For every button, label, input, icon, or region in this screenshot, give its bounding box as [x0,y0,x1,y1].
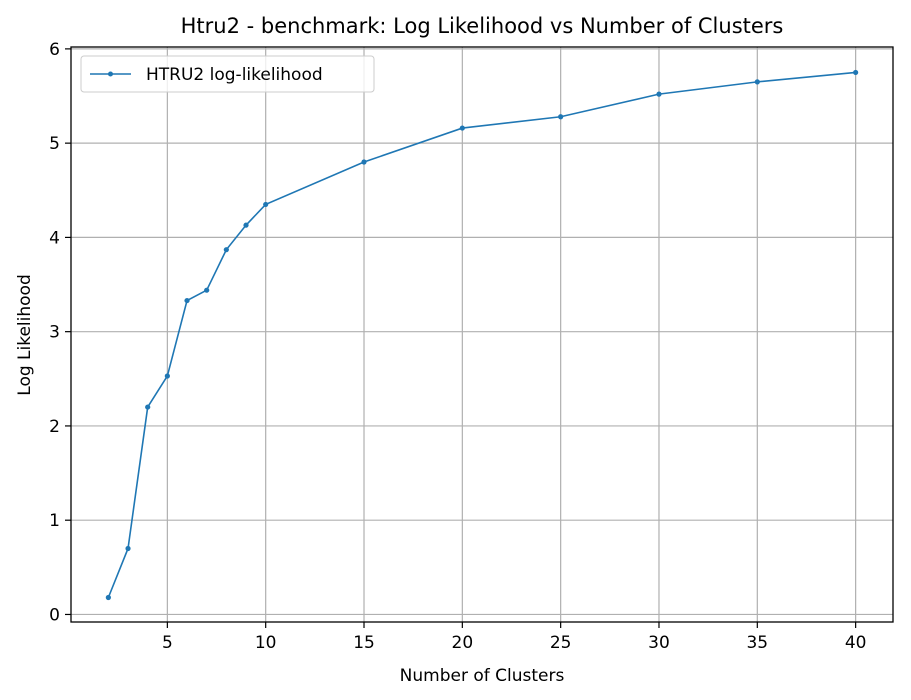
data-point [656,91,662,97]
data-point [164,373,170,379]
series-layer [105,69,859,601]
chart-title: Htru2 - benchmark: Log Likelihood vs Num… [181,14,784,38]
legend-marker-swatch [108,71,113,77]
x-axis-label: Number of Clusters [400,666,565,686]
grid-lines [71,47,893,622]
legend-box [80,55,375,93]
data-point [754,79,760,85]
x-tick-label: 40 [845,633,867,653]
y-tick-label: 5 [49,134,60,154]
x-tick-label: 5 [162,633,173,653]
data-point [184,297,190,304]
x-axis: 5 10 15 20 25 30 35 40 [162,622,867,653]
data-point [361,159,367,165]
y-tick-label: 2 [49,417,60,437]
x-tick-label: 15 [353,633,375,653]
y-tick-label: 3 [49,323,60,343]
legend-entry-label: HTRU2 log-likelihood [146,65,323,85]
data-point [204,287,210,293]
y-tick-label: 1 [49,511,60,531]
y-tick-label: 6 [49,40,60,60]
x-tick-label: 20 [452,633,474,653]
plot-frame [70,46,894,623]
data-point [105,594,111,601]
y-tick-label: 4 [49,228,60,248]
data-point [853,69,859,76]
x-tick-label: 10 [255,633,277,653]
data-point [459,125,465,131]
data-point [223,247,229,253]
data-point [558,114,564,120]
x-tick-label: 30 [648,633,670,653]
data-point [125,545,131,552]
y-axis-label: Log Likelihood [15,274,35,395]
y-tick-label: 0 [49,605,60,625]
y-axis: 0 1 2 3 4 5 6 [49,40,71,625]
data-point [243,222,249,228]
data-point [145,404,151,410]
x-tick-label: 25 [550,633,572,653]
x-tick-label: 35 [746,633,768,653]
legend: HTRU2 log-likelihood [80,55,375,93]
data-point [263,201,269,208]
